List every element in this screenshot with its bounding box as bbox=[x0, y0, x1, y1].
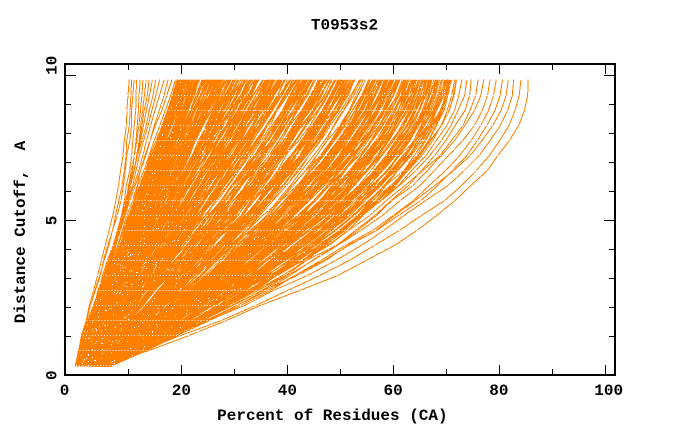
svg-text:60: 60 bbox=[383, 382, 402, 400]
svg-text:0: 0 bbox=[44, 370, 62, 380]
svg-text:5: 5 bbox=[44, 216, 62, 226]
svg-text:40: 40 bbox=[278, 382, 297, 400]
svg-text:Percent of Residues (CA): Percent of Residues (CA) bbox=[217, 407, 447, 425]
svg-text:80: 80 bbox=[489, 382, 508, 400]
svg-text:T0953s2: T0953s2 bbox=[311, 17, 378, 35]
svg-text:100: 100 bbox=[594, 382, 623, 400]
svg-text:20: 20 bbox=[172, 382, 191, 400]
svg-text:0: 0 bbox=[60, 382, 70, 400]
svg-text:Distance Cutoff, A: Distance Cutoff, A bbox=[12, 140, 30, 323]
svg-text:10: 10 bbox=[44, 56, 62, 75]
